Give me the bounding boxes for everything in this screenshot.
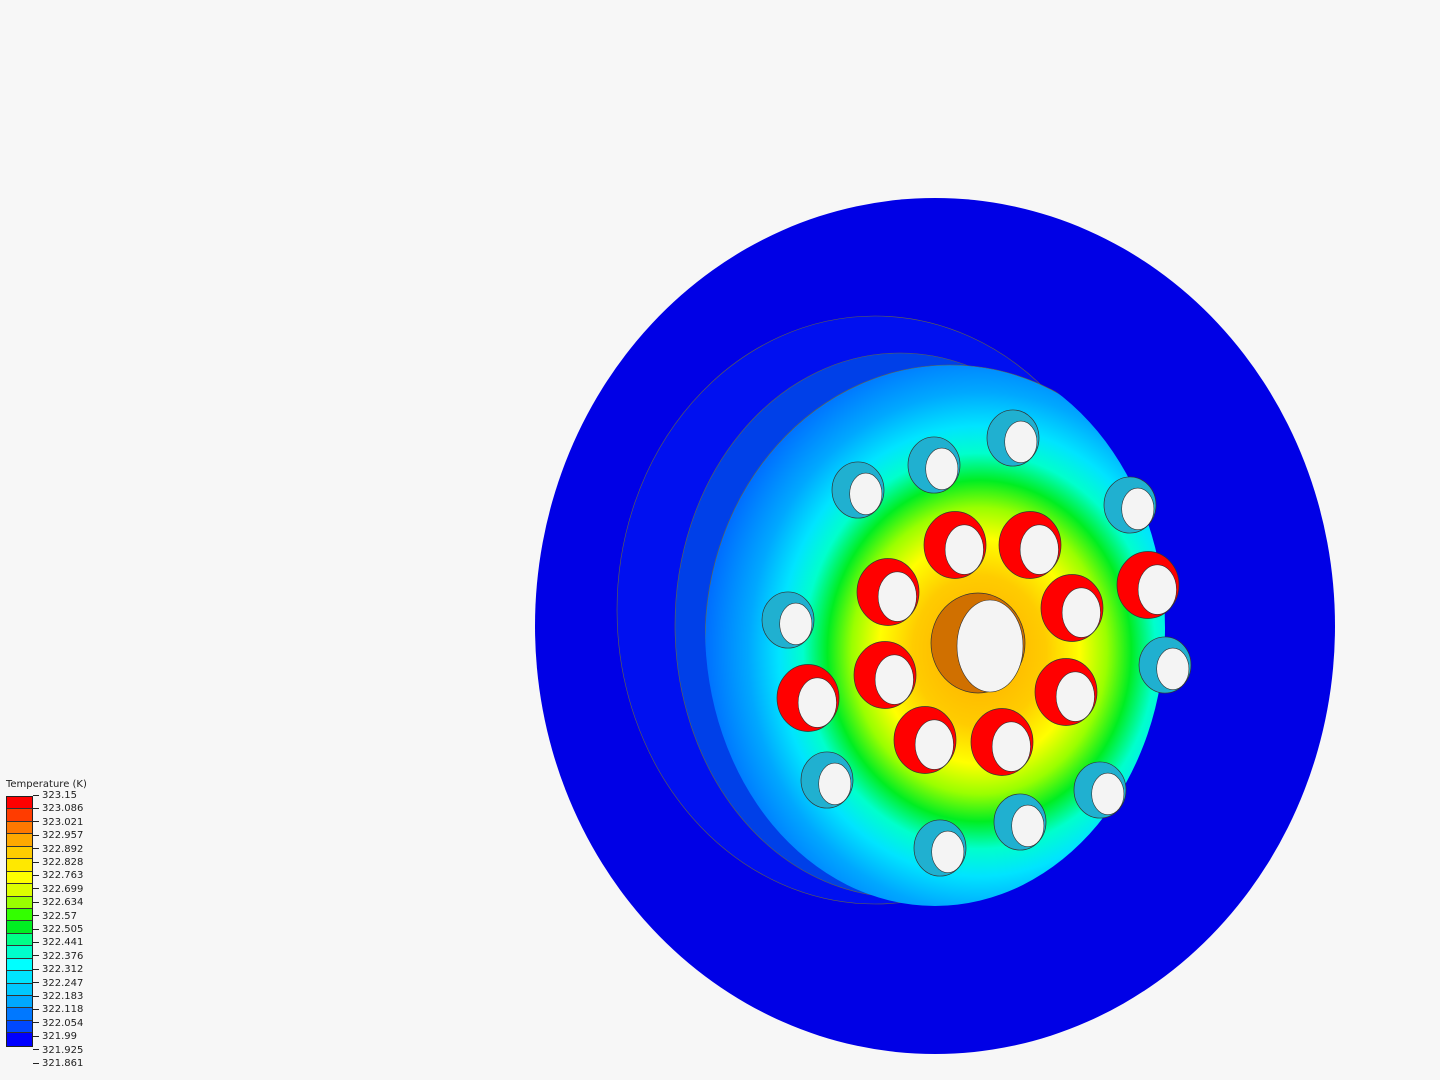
color-legend: Temperature (K) 323.15 323.086 323.021 322.… [6, 779, 87, 1069]
bolt-hole [1040, 574, 1104, 642]
legend-tick-label: 322.763 [33, 871, 83, 881]
legend-tick-label: 321.99 [33, 1032, 77, 1042]
legend-band [7, 996, 32, 1009]
legend-band [7, 933, 32, 947]
bolt-hole [761, 591, 815, 649]
bolt-hole [831, 461, 885, 519]
bolt-hole [1138, 636, 1192, 694]
center-bore [930, 592, 1026, 694]
bolt-hole [800, 751, 854, 809]
legend-band [7, 896, 32, 909]
bolt-hole [993, 793, 1047, 851]
legend-band [7, 921, 32, 934]
legend-tick-label: 321.925 [33, 1045, 83, 1056]
legend-band [7, 859, 32, 872]
legend-band [7, 1033, 32, 1046]
legend-tick-label: 322.376 [33, 951, 83, 962]
legend-band [7, 983, 32, 996]
legend-band [7, 908, 32, 922]
legend-band [7, 958, 32, 972]
brake-disc-model [535, 198, 1335, 1054]
legend-tick-label: 322.505 [33, 925, 83, 935]
bolt-hole [913, 819, 967, 877]
bolt-hole [986, 409, 1040, 467]
legend-band [7, 821, 32, 835]
legend-band [7, 809, 32, 822]
legend-tick-label: 322.247 [33, 978, 83, 989]
legend-band [7, 884, 32, 897]
bolt-hole [1103, 476, 1157, 534]
legend-tick-label: 321.861 [33, 1059, 83, 1069]
legend-tick-label: 322.634 [33, 898, 83, 908]
legend-tick-label: 322.054 [33, 1018, 83, 1029]
legend-tick-label: 322.699 [33, 884, 83, 895]
legend-band [7, 1008, 32, 1021]
legend-band [7, 797, 32, 810]
bolt-hole [1073, 761, 1127, 819]
legend-tick-label: 322.957 [33, 831, 83, 841]
legend-tick-label: 322.892 [33, 844, 83, 855]
bolt-hole [1116, 551, 1180, 619]
bolt-hole [1034, 658, 1098, 726]
legend-tick-label: 322.57 [33, 911, 77, 922]
legend-tick-label: 322.441 [33, 938, 83, 948]
legend-band [7, 846, 32, 860]
bolt-hole [893, 706, 957, 774]
legend-tick-label: 323.086 [33, 804, 83, 814]
bolt-hole [776, 664, 840, 732]
legend-band [7, 1020, 32, 1034]
legend-tick-label: 322.312 [33, 965, 83, 975]
legend-band [7, 971, 32, 984]
legend-tick-label: 322.828 [33, 858, 83, 868]
bolt-hole [923, 511, 987, 579]
legend-band [7, 834, 32, 847]
bolt-hole [907, 436, 961, 494]
legend-tick-label: 323.15 [33, 791, 77, 801]
legend-color-bar [6, 796, 33, 1047]
legend-title: Temperature (K) [6, 779, 87, 790]
legend-tick-label: 322.118 [33, 1005, 83, 1015]
legend-tick-label: 322.183 [33, 992, 83, 1002]
bolt-hole [998, 511, 1062, 579]
bolt-hole [970, 708, 1034, 776]
legend-band [7, 871, 32, 885]
bolt-hole [856, 558, 920, 626]
legend-band [7, 946, 32, 959]
bolt-hole [853, 641, 917, 709]
legend-tick-label: 323.021 [33, 817, 83, 828]
